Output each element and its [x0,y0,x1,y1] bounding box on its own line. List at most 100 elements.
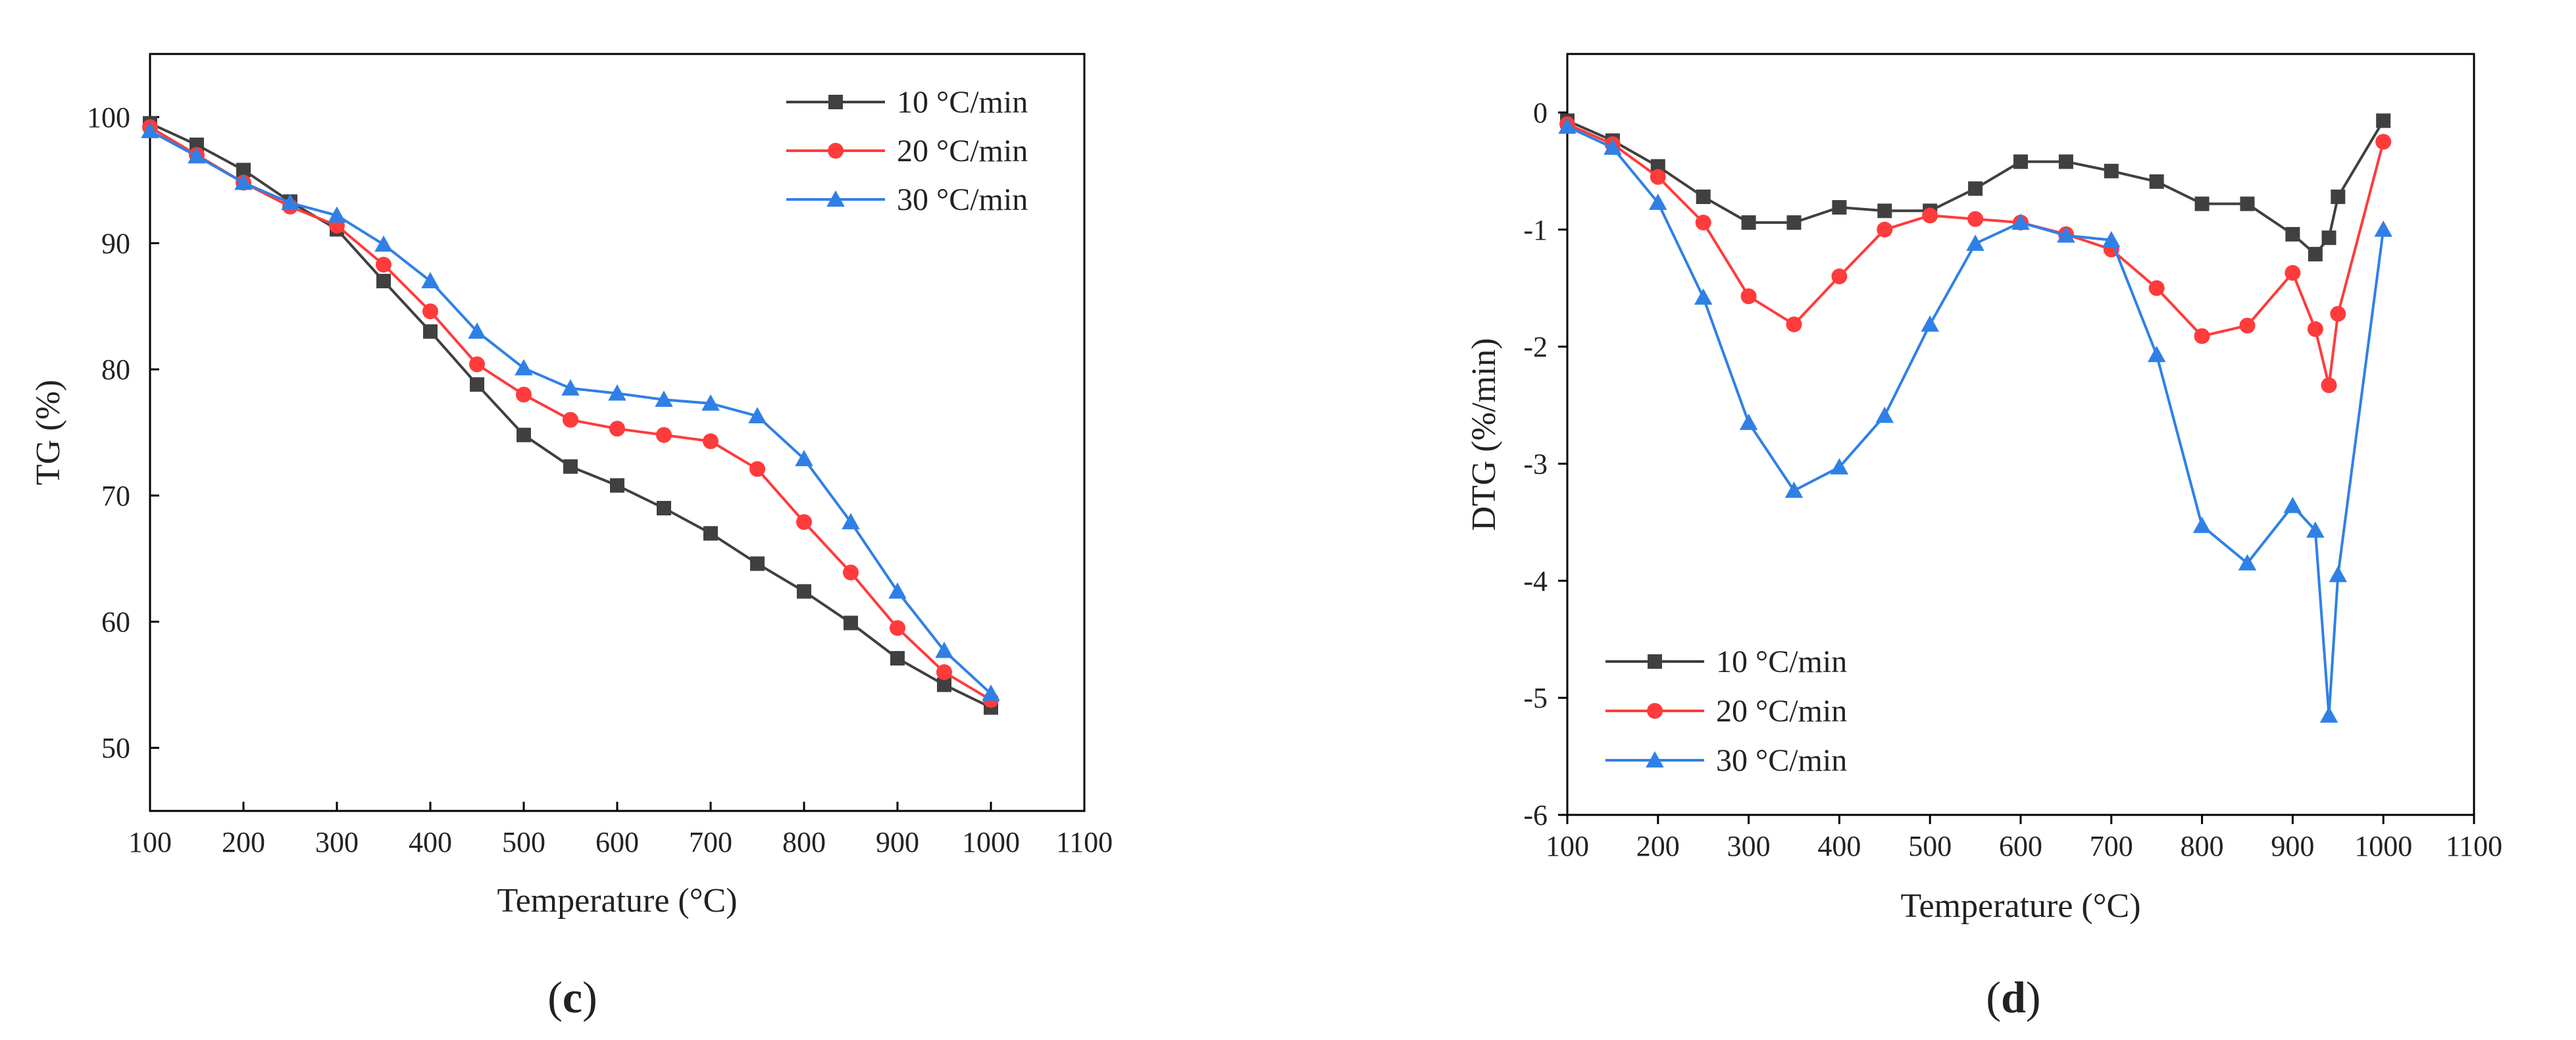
data-point [2149,174,2164,189]
data-point [703,526,718,541]
x-tick-label: 900 [2271,830,2314,862]
legend: 10 °C/min 20 °C/min 30 °C/min [1605,644,1847,778]
legend-marker [1646,751,1664,767]
y-tick-label: 0 [1533,97,1548,129]
x-tick-label: 200 [1636,830,1680,862]
data-point [2013,154,2028,169]
data-point [422,303,438,319]
y-tick-label: -2 [1523,331,1548,363]
y-tick-label: 60 [101,606,130,638]
legend-label: 10 °C/min [897,85,1028,120]
panel-label-letter: c [563,972,582,1022]
data-point [2331,189,2346,204]
x-tick-label: 800 [2181,830,2224,862]
data-point [1786,215,1802,230]
data-point [610,478,624,493]
series-10-c-min [1560,113,2391,262]
data-point [2319,706,2338,723]
data-point [2375,134,2392,150]
data-point [2321,230,2336,246]
x-tick-label: 700 [2090,830,2133,862]
x-tick-label: 400 [1817,830,1861,862]
panel-label: (d) [1986,972,2040,1022]
panel-label-open: ( [547,972,563,1022]
data-point [748,407,767,424]
data-point [1968,181,1983,196]
data-point [188,147,206,164]
legend-marker [826,190,845,207]
x-tick-label: 600 [595,826,639,858]
legend-label: 20 °C/min [897,134,1028,169]
y-tick-label: 80 [101,353,130,386]
data-point [608,384,626,401]
x-tick-label: 1100 [2446,830,2502,862]
legend-label: 10 °C/min [1716,644,1847,679]
data-point [517,427,531,442]
y-tick-label: 70 [101,480,130,512]
data-point [655,390,673,407]
legend-label: 30 °C/min [1716,743,1847,778]
panel-label-close: ) [582,972,597,1022]
data-point [2058,154,2073,169]
data-point [2104,163,2119,178]
data-point [376,274,391,288]
y-tick-label: -4 [1523,565,1548,597]
data-point [703,433,719,450]
x-tick-label: 300 [315,826,359,858]
data-point [2148,280,2165,296]
x-tick-label: 1100 [1056,826,1113,858]
data-point [470,377,484,392]
data-point [421,272,440,288]
x-tick-label: 100 [1546,830,1589,862]
data-point [1694,288,1713,305]
data-point [936,664,952,681]
data-point [2194,328,2210,344]
x-tick-label: 400 [409,826,452,858]
data-point [982,685,1000,701]
data-point [468,322,486,339]
panel-d-dtg-chart: 100 200 300 400 500 600 700 800 900 1000 1100 0 -1 -2… [1465,53,2502,1022]
legend-label: 30 °C/min [897,182,1028,217]
data-point [2057,226,2075,243]
x-tick-label: 500 [502,826,545,858]
series-30-c-min [141,122,1000,701]
data-point [749,461,765,477]
data-point [2306,521,2325,538]
data-point [2308,247,2323,262]
data-point [1875,406,1894,423]
data-point [561,379,580,396]
x-axis-label: Temperature (°C) [1900,887,2140,925]
data-point [1877,203,1892,219]
data-point [1696,189,1711,204]
data-point [515,359,533,376]
data-point [516,386,532,403]
data-point [890,651,905,666]
data-point [1739,413,1758,430]
x-tick-label: 600 [1999,830,2042,862]
panel-label: (c) [547,972,597,1022]
data-point [1967,211,1984,227]
panel-label-close: ) [2026,972,2041,1022]
series-30-c-min [1558,117,2392,723]
data-point [796,514,812,531]
x-tick-label: 300 [1727,830,1771,862]
data-point [1741,215,1756,230]
data-point [2192,516,2211,533]
y-tick-label: 90 [101,228,130,260]
data-point [236,163,251,178]
data-point [890,620,905,637]
x-tick-label: 800 [782,826,826,858]
x-tick-label: 900 [876,826,919,858]
data-point [1649,194,1667,210]
data-point [1740,288,1757,305]
data-point [2147,346,2166,363]
data-point [1966,234,1984,251]
y-tick-label: -6 [1523,799,1548,831]
series-line [1567,122,2385,387]
data-point [563,411,578,428]
x-tick-label: 100 [128,826,172,858]
data-point [1650,169,1666,185]
data-point [2239,317,2256,334]
data-point [234,173,253,190]
data-point [2238,554,2257,571]
